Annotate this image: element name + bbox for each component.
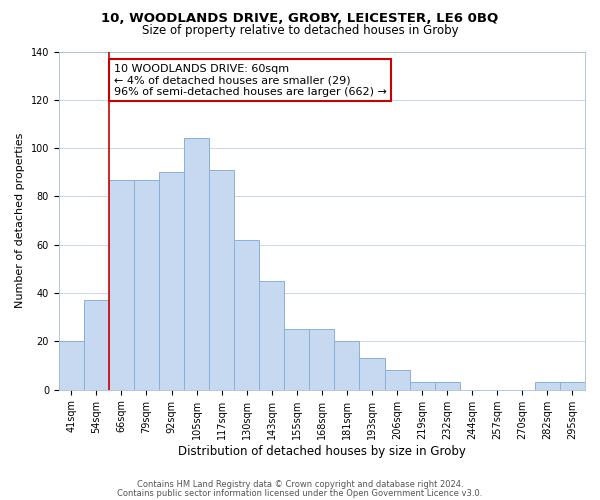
Text: 10 WOODLANDS DRIVE: 60sqm
← 4% of detached houses are smaller (29)
96% of semi-d: 10 WOODLANDS DRIVE: 60sqm ← 4% of detach… [114, 64, 387, 97]
X-axis label: Distribution of detached houses by size in Groby: Distribution of detached houses by size … [178, 444, 466, 458]
Bar [184, 138, 209, 390]
Bar [109, 180, 134, 390]
Bar [134, 180, 159, 390]
Bar [59, 342, 84, 390]
Text: Contains public sector information licensed under the Open Government Licence v3: Contains public sector information licen… [118, 488, 482, 498]
Bar [334, 342, 359, 390]
Text: Size of property relative to detached houses in Groby: Size of property relative to detached ho… [142, 24, 458, 37]
Bar [560, 382, 585, 390]
Text: 10, WOODLANDS DRIVE, GROBY, LEICESTER, LE6 0BQ: 10, WOODLANDS DRIVE, GROBY, LEICESTER, L… [101, 12, 499, 26]
Bar [284, 330, 310, 390]
Bar [359, 358, 385, 390]
Bar [84, 300, 109, 390]
Bar [209, 170, 234, 390]
Text: Contains HM Land Registry data © Crown copyright and database right 2024.: Contains HM Land Registry data © Crown c… [137, 480, 463, 489]
Bar [535, 382, 560, 390]
Bar [410, 382, 434, 390]
Y-axis label: Number of detached properties: Number of detached properties [15, 133, 25, 308]
Bar [434, 382, 460, 390]
Bar [385, 370, 410, 390]
Bar [259, 281, 284, 390]
Bar [310, 330, 334, 390]
Bar [159, 172, 184, 390]
Bar [234, 240, 259, 390]
